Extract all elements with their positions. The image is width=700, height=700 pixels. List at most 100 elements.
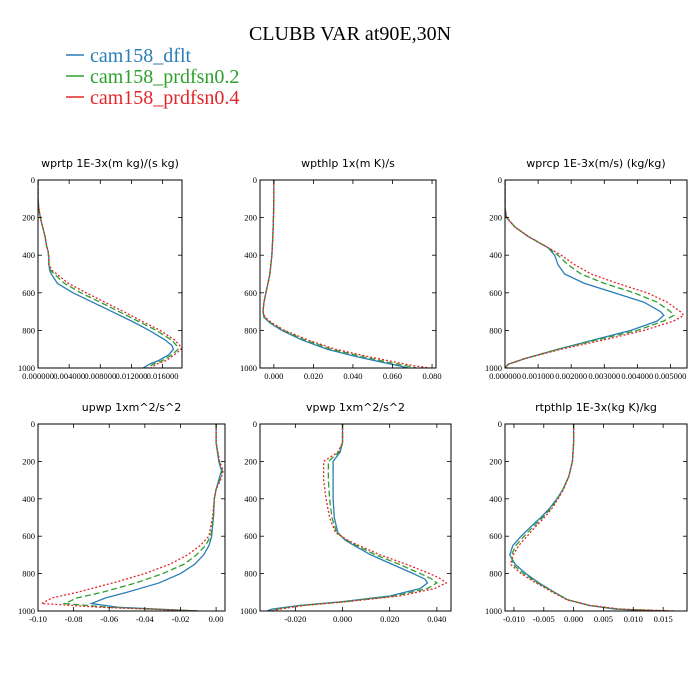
panel-4: upwp 1xm^2/s^2 0 200 400 600 800 1000-0.10 -0.0… — [18, 401, 226, 624]
y-tick-label: 1000 — [240, 606, 257, 616]
series-line-1 — [509, 424, 664, 611]
x-tick-label: 0.020 — [380, 614, 399, 624]
panel-3: wprcp 1E-3x(m/s) (kg/kg) 0 200 400 600 800 100… — [485, 157, 688, 381]
panels: wprtp 1E-3x(m kg)/(s kg) 0 200 400 600 800 100… — [18, 157, 688, 624]
series-line-3 — [262, 180, 431, 368]
x-tick-label: 0.015 — [654, 614, 673, 624]
x-tick-label: 0.000 — [564, 614, 583, 624]
x-tick-label: -0.08 — [65, 614, 83, 624]
series-line-2 — [510, 424, 670, 611]
legend-label-prdfsn02: cam158_prdfsn0.2 — [90, 66, 239, 88]
x-tick-label: 0.016000 — [147, 371, 179, 381]
plot-frame — [259, 179, 437, 369]
y-tick-label: 400 — [489, 494, 502, 504]
y-tick-label: 800 — [489, 569, 502, 579]
x-tick-label: 0.010 — [624, 614, 643, 624]
x-tick-label: -0.02 — [172, 614, 190, 624]
y-tick-label: 400 — [244, 494, 257, 504]
x-tick-label: 0.00 — [209, 614, 224, 624]
x-tick-label: 0.012000 — [115, 371, 147, 381]
y-tick-label: 1000 — [18, 606, 35, 616]
x-tick-label: 0.005 — [594, 614, 613, 624]
legend-entry-prdfsn04: cam158_prdfsn0.4 — [66, 87, 239, 109]
panel-title: vpwp 1xm^2/s^2 — [306, 401, 405, 414]
x-tick-label: 0.040 — [343, 371, 362, 381]
x-tick-label: -0.04 — [136, 614, 154, 624]
legend-entry-prdfsn02: cam158_prdfsn0.2 — [66, 66, 239, 88]
series-line-3 — [271, 424, 448, 611]
legend: cam158_dflt cam158_prdfsn0.2 cam158_prdf… — [66, 45, 239, 109]
x-tick-label: -0.10 — [29, 614, 47, 624]
series-line-3 — [39, 424, 224, 611]
y-tick-label: 200 — [489, 213, 502, 223]
y-tick-label: 200 — [22, 213, 35, 223]
x-tick-label: 0.080 — [422, 371, 441, 381]
x-tick-label: -0.005 — [533, 614, 555, 624]
panel-title: wprcp 1E-3x(m/s) (kg/kg) — [526, 157, 665, 170]
y-tick-label: 800 — [22, 325, 35, 335]
legend-entry-dflt: cam158_dflt — [66, 45, 192, 67]
x-tick-label: 0.000000 — [489, 371, 521, 381]
y-tick-label: 0 — [498, 419, 502, 429]
panel-title: wpthlp 1x(m K)/s — [301, 157, 395, 170]
series-line-2 — [505, 180, 675, 368]
x-tick-label: 0.000 — [333, 614, 352, 624]
y-tick-label: 600 — [489, 288, 502, 298]
series-line-1 — [266, 424, 429, 611]
y-tick-label: 200 — [244, 213, 257, 223]
x-tick-label: 0.004000 — [53, 371, 85, 381]
y-tick-label: 600 — [244, 531, 257, 541]
panel-title: rtpthlp 1E-3x(kg K)/kg — [535, 401, 657, 414]
y-tick-label: 0 — [31, 419, 35, 429]
panel-title: upwp 1xm^2/s^2 — [82, 401, 182, 414]
y-tick-label: 800 — [244, 325, 257, 335]
x-tick-label: 0.001000 — [522, 371, 554, 381]
x-tick-label: 0.005000 — [655, 371, 687, 381]
y-tick-label: 600 — [22, 531, 35, 541]
panel-1: wprtp 1E-3x(m kg)/(s kg) 0 200 400 600 800 100… — [18, 157, 183, 381]
y-tick-label: 0 — [31, 175, 35, 185]
y-tick-label: 600 — [489, 531, 502, 541]
x-tick-label: 0.000000 — [22, 371, 54, 381]
y-tick-label: 400 — [489, 250, 502, 260]
y-tick-label: 0 — [253, 419, 257, 429]
series-line-1 — [38, 180, 175, 368]
y-tick-label: 200 — [489, 456, 502, 466]
y-tick-label: 1000 — [485, 363, 502, 373]
series-line-2 — [62, 424, 224, 611]
x-tick-label: 0.002000 — [555, 371, 587, 381]
legend-label-dflt: cam158_dflt — [90, 45, 192, 67]
panel-title: wprtp 1E-3x(m kg)/(s kg) — [41, 157, 179, 170]
y-tick-label: 1000 — [240, 363, 257, 373]
x-tick-label: 0.060 — [383, 371, 402, 381]
plot-frame — [37, 179, 183, 369]
plot-frame — [37, 423, 226, 612]
y-tick-label: 0 — [498, 175, 502, 185]
y-tick-label: 400 — [244, 250, 257, 260]
x-tick-label: 0.020 — [304, 371, 323, 381]
x-tick-label: 0.000 — [264, 371, 283, 381]
series-line-2 — [38, 180, 179, 368]
y-tick-label: 600 — [244, 288, 257, 298]
y-tick-label: 200 — [244, 456, 257, 466]
series-line-1 — [505, 180, 665, 368]
x-tick-label: 0.003000 — [588, 371, 620, 381]
plot-frame — [259, 423, 452, 612]
x-tick-label: 0.008000 — [84, 371, 116, 381]
plot-frame — [504, 423, 688, 612]
y-tick-label: 600 — [22, 288, 35, 298]
x-tick-label: -0.06 — [100, 614, 118, 624]
y-tick-label: 1000 — [18, 363, 35, 373]
series-line-3 — [509, 424, 676, 611]
series-line-1 — [88, 424, 223, 611]
plot-frame — [504, 179, 688, 369]
series-line-3 — [38, 180, 182, 368]
y-tick-label: 800 — [244, 569, 257, 579]
y-tick-label: 400 — [22, 494, 35, 504]
y-tick-label: 1000 — [485, 606, 502, 616]
y-tick-label: 400 — [22, 250, 35, 260]
panel-2: wpthlp 1x(m K)/s 0 200 400 600 800 1000 0.000 0.… — [240, 157, 442, 381]
x-tick-label: 0.004000 — [621, 371, 653, 381]
series-line-1 — [262, 180, 409, 368]
panel-5: vpwp 1xm^2/s^2 0 200 400 600 800 1000 -0.020 0.0… — [240, 401, 452, 624]
